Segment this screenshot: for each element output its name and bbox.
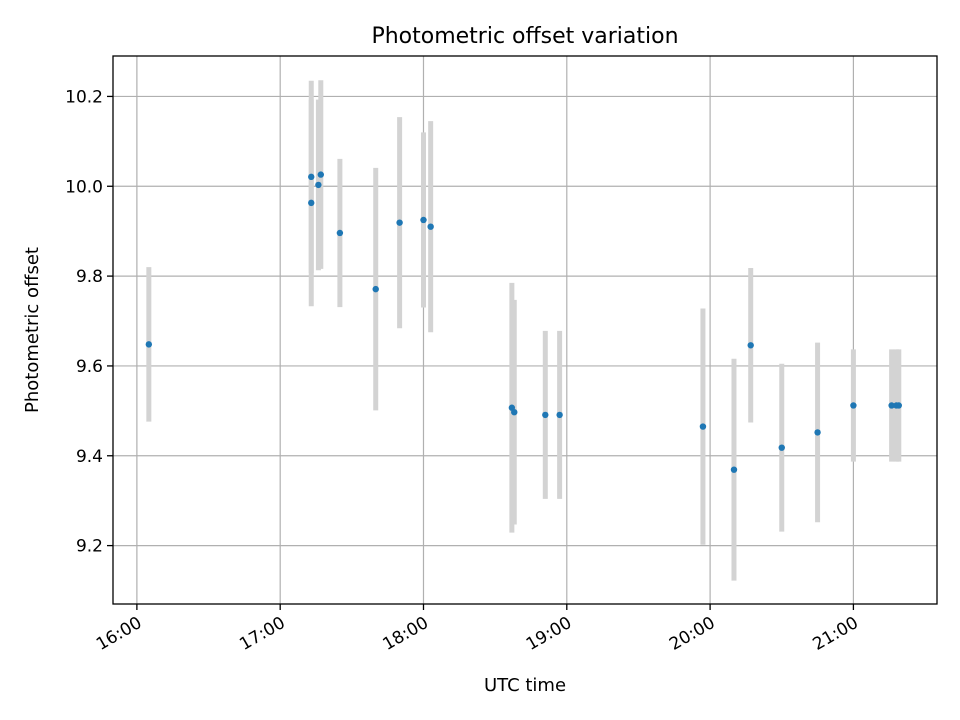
x-tick-label: 21:00 <box>809 613 861 655</box>
plot-background <box>113 56 937 604</box>
data-point <box>427 223 434 230</box>
data-point <box>747 342 754 349</box>
y-axis-label: Photometric offset <box>22 247 43 413</box>
data-point <box>308 199 315 207</box>
data-point <box>814 429 821 436</box>
data-point <box>511 409 518 416</box>
data-point <box>396 219 403 226</box>
y-axis-ticks: 9.2 9.4 9.6 9.8 10.0 10.2 <box>65 87 113 557</box>
data-point <box>420 216 427 224</box>
y-tick-label: 9.4 <box>76 447 103 467</box>
data-point <box>315 181 322 189</box>
x-tick-label: 19:00 <box>523 613 575 655</box>
data-point <box>372 285 379 293</box>
x-axis-ticks: 16:00 17:00 18:00 19:00 20:00 21:00 <box>93 604 862 655</box>
data-point <box>317 171 324 178</box>
x-tick-label: 18:00 <box>380 613 432 655</box>
chart-title: Photometric offset variation <box>371 24 678 49</box>
y-tick-label: 10.2 <box>65 87 103 107</box>
data-point <box>145 341 153 348</box>
x-tick-label: 17:00 <box>236 613 288 655</box>
y-tick-label: 9.2 <box>76 537 103 557</box>
plot-frame <box>112 55 938 605</box>
y-tick-label: 9.6 <box>76 357 103 377</box>
data-point <box>542 411 549 419</box>
y-tick-label: 10.0 <box>65 177 103 197</box>
data-point <box>308 173 315 181</box>
x-axis-label: UTC time <box>484 675 566 696</box>
data-point <box>888 402 895 409</box>
data-point <box>778 444 785 451</box>
data-point <box>556 411 563 419</box>
data-point <box>336 229 344 237</box>
points <box>145 171 902 473</box>
data-point <box>699 423 707 430</box>
x-tick-label: 16:00 <box>93 613 145 655</box>
data-point <box>895 402 902 409</box>
data-point <box>850 402 857 409</box>
data-point <box>730 466 738 473</box>
y-tick-label: 9.8 <box>76 267 103 287</box>
x-tick-label: 20:00 <box>666 613 718 655</box>
